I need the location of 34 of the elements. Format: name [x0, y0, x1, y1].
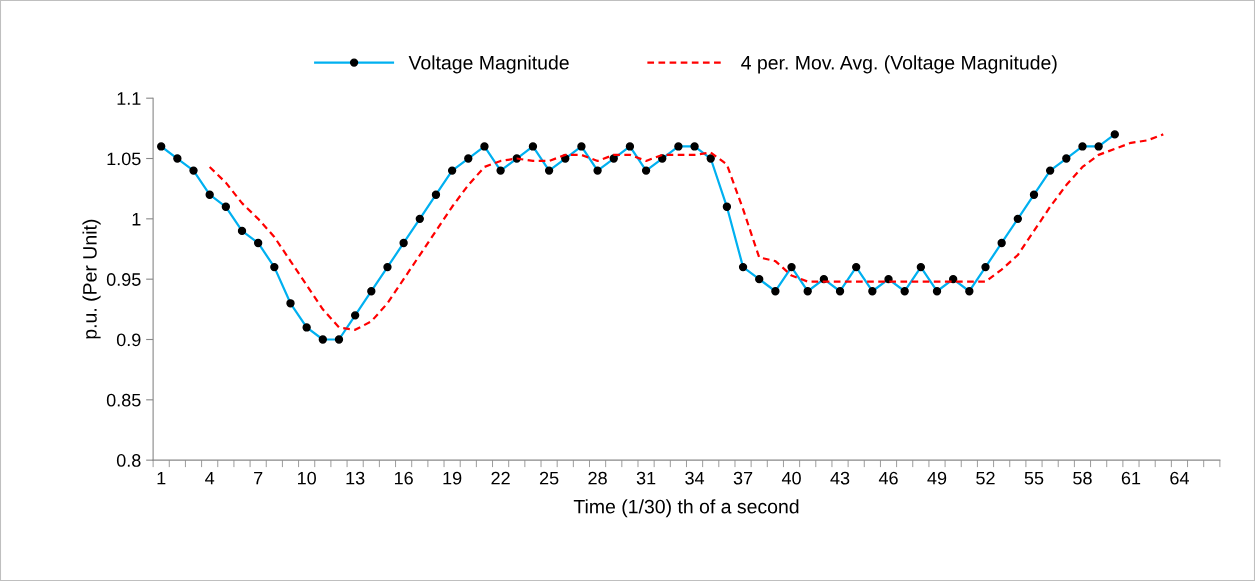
x-tick-label: 52 — [976, 471, 995, 485]
x-tick-label: 64 — [1170, 471, 1189, 485]
x-tick-label: 22 — [491, 471, 510, 485]
y-tick-label: 1 — [132, 212, 141, 226]
y-tick-label: 1.05 — [107, 152, 141, 166]
x-tick-label: 40 — [781, 471, 801, 485]
x-tick-label: 34 — [685, 471, 705, 485]
legend-label: 4 per. Mov. Avg. (Voltage Magnitude) — [741, 55, 1057, 74]
x-tick-label: 13 — [346, 471, 365, 485]
y-tick-label: 1.1 — [117, 92, 141, 105]
x-axis-title: Time (1/30) th of a second — [573, 499, 799, 518]
y-tick-label: 0.85 — [106, 393, 141, 407]
x-tick-label: 58 — [1073, 471, 1092, 485]
x-tick-label: 16 — [394, 471, 413, 485]
x-tick-label: 61 — [1121, 471, 1141, 485]
x-tick-label: 55 — [1024, 471, 1044, 485]
legend-label: Voltage Magnitude — [408, 55, 569, 74]
y-tick-label: 0.95 — [106, 273, 141, 286]
x-tick-label: 25 — [539, 471, 559, 485]
x-tick-label: 46 — [878, 471, 898, 485]
x-tick-label: 43 — [830, 471, 850, 485]
x-tick-label: 1 — [157, 471, 166, 485]
x-tick-label: 19 — [443, 471, 462, 485]
y-axis-title: p.u. (Per Unit) — [82, 219, 101, 339]
x-tick-label: 31 — [636, 471, 656, 485]
x-tick-label: 10 — [297, 471, 316, 485]
x-tick-label: 37 — [733, 471, 753, 485]
y-tick-label: 0.8 — [116, 454, 141, 467]
x-tick-label: 28 — [588, 471, 607, 485]
y-tick-label: 0.9 — [116, 333, 141, 347]
line-series — [208, 133, 1165, 331]
x-tick-label: 7 — [254, 471, 263, 485]
x-tick-label: 49 — [927, 471, 947, 485]
x-tick-label: 4 — [205, 471, 215, 485]
